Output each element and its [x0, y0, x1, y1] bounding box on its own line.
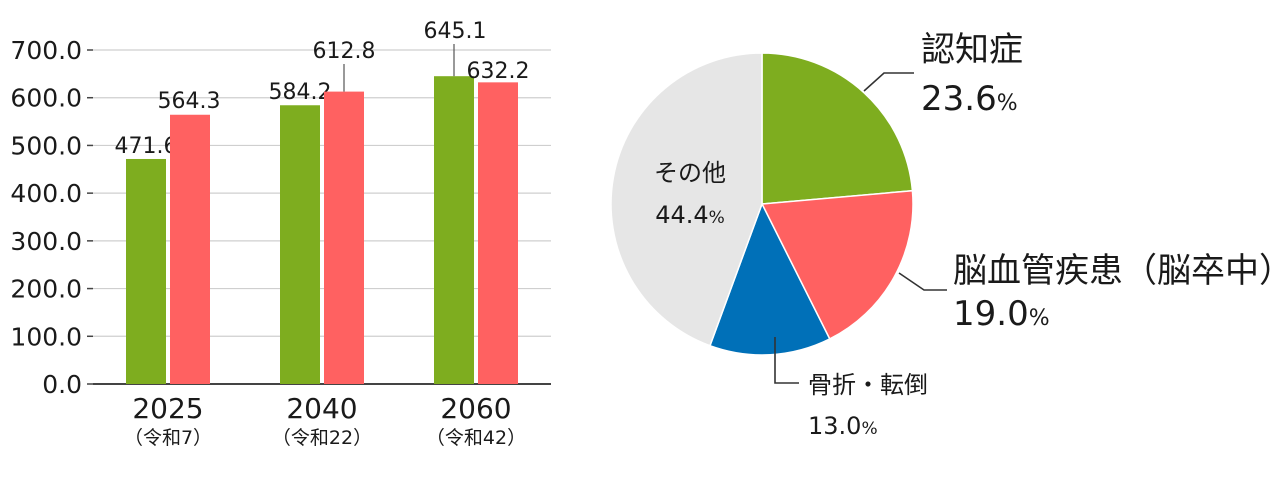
pie-slice	[760, 189, 914, 340]
y-tick-label: 0.0	[42, 370, 82, 399]
pie-value-unit: %	[1029, 306, 1050, 331]
x-tick-label: 2060	[440, 392, 511, 425]
pie-slice-label: 骨折・転倒	[808, 371, 928, 399]
x-tick-label: 2025	[132, 392, 203, 425]
data-label: 584.2	[269, 80, 332, 105]
bar	[478, 82, 518, 385]
bar	[126, 158, 166, 384]
x-tick-sublabel: （令和22）	[272, 427, 372, 449]
pie-leader-line	[863, 72, 914, 92]
y-tick-label: 200.0	[10, 275, 82, 304]
y-tick-label: 100.0	[10, 322, 82, 351]
pie-value-number: 23.6	[921, 79, 997, 119]
bar	[434, 76, 474, 385]
x-tick-sublabel: （令和42）	[426, 427, 526, 449]
data-label: 471.6	[115, 134, 178, 159]
pie-value-unit: %	[997, 91, 1018, 116]
pie-slice-value: 23.6%	[921, 79, 1018, 119]
pie-value-number: 19.0	[953, 294, 1029, 334]
pie-leader-line	[774, 337, 799, 384]
pie-leader-line	[898, 272, 947, 291]
pie-slice-value: 19.0%	[953, 294, 1050, 334]
pie-value-unit: %	[861, 419, 877, 439]
x-tick-label: 2040	[286, 392, 357, 425]
data-label: 612.8	[313, 39, 376, 64]
pie-slice-label: 脳血管疾患（脳卒中）	[953, 251, 1280, 291]
pie-value-number: 44.4	[655, 201, 708, 229]
y-tick-label: 700.0	[10, 36, 82, 65]
pie-value-unit: %	[709, 208, 725, 228]
pie-slice-value: 13.0%	[808, 412, 878, 440]
pie-slice	[610, 52, 763, 347]
bar	[324, 91, 364, 384]
data-label: 645.1	[424, 19, 487, 44]
pie-chart: 認知症 23.6% 脳血管疾患（脳卒中）19.0% 骨折・転倒 13.0% その他 44.4…	[610, 30, 1280, 440]
y-tick-label: 300.0	[10, 227, 82, 256]
pie-slice	[761, 52, 914, 205]
x-tick-sublabel: （令和7）	[124, 427, 212, 449]
bar	[280, 105, 320, 384]
bar	[170, 114, 210, 384]
pie-slice-label: 認知症	[921, 30, 1023, 70]
bar-chart: 0.0 100.0 200.0 300.0 400.0 500.0 600.0 700.0 47…	[10, 19, 551, 449]
pie-value-number: 13.0	[808, 412, 861, 440]
pie-slice-value: 44.4%	[655, 201, 725, 229]
pie-slice	[708, 202, 831, 356]
data-label: 632.2	[467, 59, 530, 84]
y-tick-label: 400.0	[10, 179, 82, 208]
data-label: 564.3	[158, 89, 221, 114]
pie-slice-label: その他	[654, 159, 726, 187]
y-tick-label: 600.0	[10, 84, 82, 113]
y-tick-label: 500.0	[10, 131, 82, 160]
